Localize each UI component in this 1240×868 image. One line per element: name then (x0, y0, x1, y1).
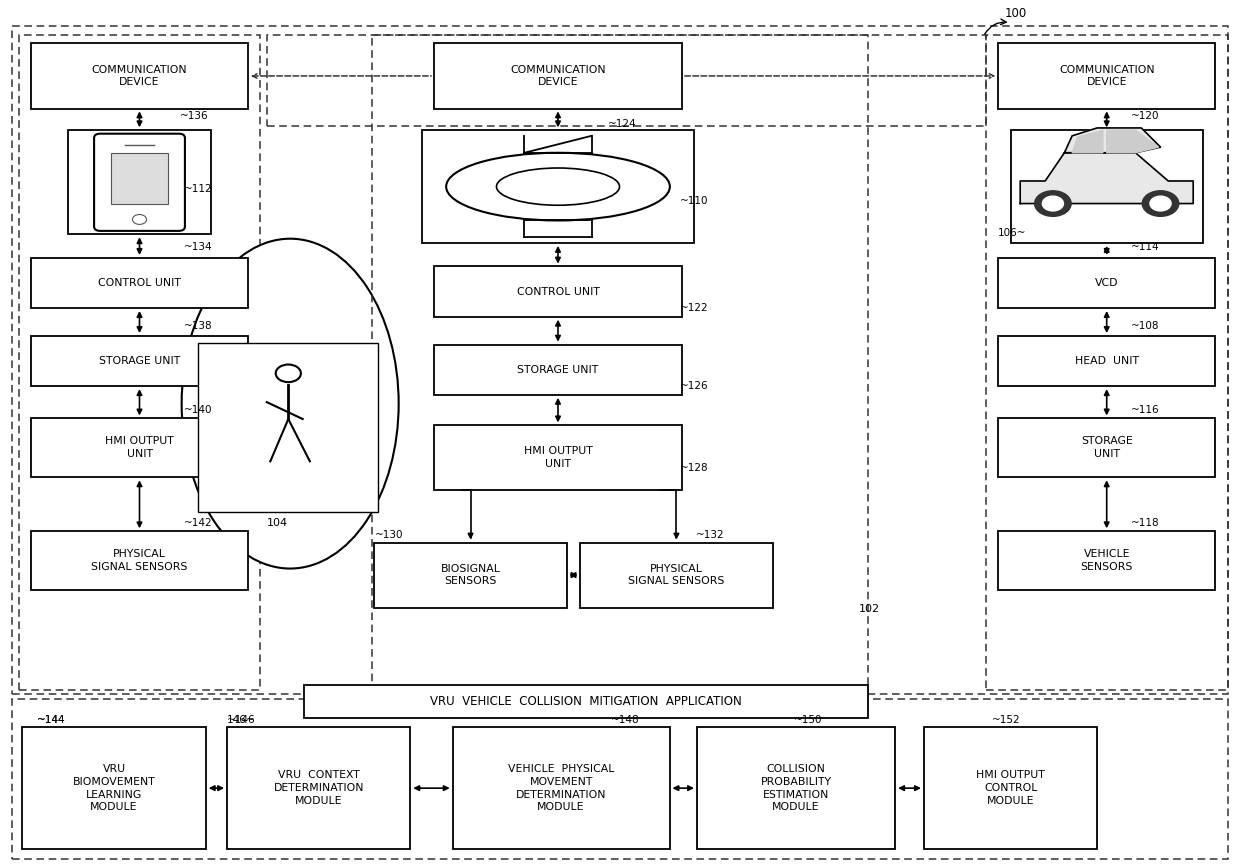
Text: ~108: ~108 (1131, 321, 1159, 332)
Text: ~142: ~142 (184, 518, 212, 529)
FancyBboxPatch shape (31, 336, 248, 386)
Text: HMI OUTPUT
UNIT: HMI OUTPUT UNIT (105, 437, 174, 459)
FancyBboxPatch shape (31, 418, 248, 477)
Text: 104: 104 (267, 517, 288, 528)
FancyBboxPatch shape (453, 727, 670, 849)
Circle shape (1149, 196, 1171, 211)
FancyBboxPatch shape (68, 130, 211, 234)
Text: ~136: ~136 (180, 111, 208, 122)
FancyBboxPatch shape (22, 727, 206, 849)
FancyBboxPatch shape (434, 43, 682, 108)
Text: ~114: ~114 (1131, 242, 1159, 253)
Circle shape (1034, 191, 1071, 216)
FancyBboxPatch shape (434, 266, 682, 317)
FancyBboxPatch shape (112, 153, 167, 204)
Text: COMMUNICATION
DEVICE: COMMUNICATION DEVICE (510, 64, 606, 88)
Text: VEHICLE  PHYSICAL
MOVEMENT
DETERMINATION
MODULE: VEHICLE PHYSICAL MOVEMENT DETERMINATION … (508, 764, 614, 812)
Text: ~110: ~110 (680, 196, 708, 207)
Text: ~146: ~146 (227, 715, 255, 726)
Text: CONTROL UNIT: CONTROL UNIT (517, 286, 599, 297)
FancyBboxPatch shape (998, 336, 1215, 386)
FancyBboxPatch shape (227, 727, 410, 849)
Text: ~124: ~124 (608, 119, 636, 129)
Text: 146~: 146~ (227, 715, 255, 726)
Text: VCD: VCD (1095, 278, 1118, 288)
Text: STORAGE UNIT: STORAGE UNIT (99, 356, 180, 366)
FancyBboxPatch shape (434, 345, 682, 395)
Text: VRU  CONTEXT
DETERMINATION
MODULE: VRU CONTEXT DETERMINATION MODULE (274, 770, 363, 806)
Polygon shape (1073, 130, 1102, 153)
Text: HMI OUTPUT
CONTROL
MODULE: HMI OUTPUT CONTROL MODULE (976, 770, 1045, 806)
Text: ~138: ~138 (184, 321, 212, 332)
FancyBboxPatch shape (580, 542, 773, 608)
Text: ~132: ~132 (696, 529, 724, 540)
Ellipse shape (496, 168, 620, 205)
FancyBboxPatch shape (998, 418, 1215, 477)
FancyBboxPatch shape (304, 685, 868, 718)
Polygon shape (1107, 130, 1158, 153)
Text: CONTROL UNIT: CONTROL UNIT (98, 278, 181, 288)
Text: ~130: ~130 (374, 529, 403, 540)
FancyBboxPatch shape (1011, 130, 1203, 243)
FancyBboxPatch shape (31, 258, 248, 308)
Circle shape (1142, 191, 1179, 216)
Circle shape (1043, 196, 1064, 211)
Text: BIOSIGNAL
SENSORS: BIOSIGNAL SENSORS (440, 563, 501, 587)
Text: VRU  VEHICLE  COLLISION  MITIGATION  APPLICATION: VRU VEHICLE COLLISION MITIGATION APPLICA… (430, 695, 742, 707)
FancyBboxPatch shape (998, 258, 1215, 308)
Text: PHYSICAL
SIGNAL SENSORS: PHYSICAL SIGNAL SENSORS (629, 563, 724, 587)
Text: HEAD  UNIT: HEAD UNIT (1075, 356, 1138, 366)
Text: ~128: ~128 (680, 463, 708, 473)
Text: 100: 100 (1004, 7, 1027, 19)
Polygon shape (1021, 153, 1193, 204)
Ellipse shape (446, 153, 670, 220)
Text: VEHICLE
SENSORS: VEHICLE SENSORS (1080, 549, 1133, 572)
Circle shape (275, 365, 301, 382)
Ellipse shape (182, 239, 399, 569)
Text: STORAGE UNIT: STORAGE UNIT (517, 365, 599, 375)
Text: ~118: ~118 (1131, 518, 1159, 529)
Text: ~148: ~148 (611, 715, 640, 726)
FancyBboxPatch shape (94, 134, 185, 231)
Text: ~144: ~144 (37, 715, 66, 726)
Text: ~112: ~112 (184, 184, 212, 194)
FancyBboxPatch shape (31, 43, 248, 108)
Text: ~144: ~144 (37, 715, 66, 726)
Text: ~134: ~134 (184, 242, 212, 253)
FancyBboxPatch shape (374, 542, 567, 608)
Text: 106~: 106~ (998, 227, 1027, 238)
FancyBboxPatch shape (434, 425, 682, 490)
Text: ~120: ~120 (1131, 111, 1159, 122)
Text: COMMUNICATION
DEVICE: COMMUNICATION DEVICE (92, 64, 187, 88)
Text: STORAGE
UNIT: STORAGE UNIT (1081, 437, 1132, 459)
FancyBboxPatch shape (31, 531, 248, 590)
Text: 102: 102 (859, 604, 880, 615)
Text: ~122: ~122 (680, 303, 708, 313)
Text: ~126: ~126 (680, 381, 708, 391)
FancyBboxPatch shape (924, 727, 1097, 849)
Text: HMI OUTPUT
UNIT: HMI OUTPUT UNIT (523, 446, 593, 470)
Text: ~152: ~152 (992, 715, 1021, 726)
FancyBboxPatch shape (998, 43, 1215, 108)
Text: COLLISION
PROBABILITY
ESTIMATION
MODULE: COLLISION PROBABILITY ESTIMATION MODULE (760, 764, 832, 812)
Text: ~150: ~150 (794, 715, 822, 726)
FancyBboxPatch shape (697, 727, 895, 849)
Polygon shape (1064, 128, 1161, 153)
Text: ~116: ~116 (1131, 404, 1159, 415)
Text: COMMUNICATION
DEVICE: COMMUNICATION DEVICE (1059, 64, 1154, 88)
Text: VRU
BIOMOVEMENT
LEARNING
MODULE: VRU BIOMOVEMENT LEARNING MODULE (73, 764, 155, 812)
FancyBboxPatch shape (198, 343, 378, 512)
FancyBboxPatch shape (998, 531, 1215, 590)
Text: ~140: ~140 (184, 404, 212, 415)
Text: PHYSICAL
SIGNAL SENSORS: PHYSICAL SIGNAL SENSORS (92, 549, 187, 572)
FancyBboxPatch shape (422, 130, 694, 243)
